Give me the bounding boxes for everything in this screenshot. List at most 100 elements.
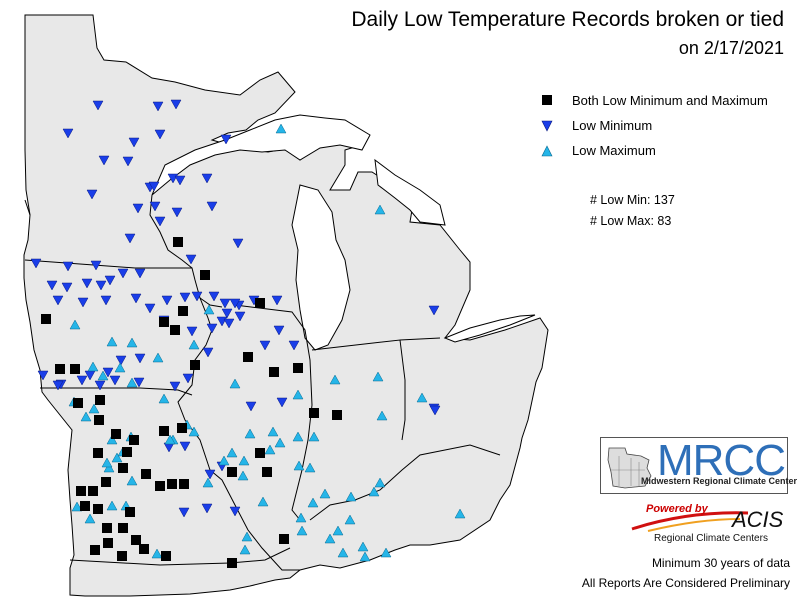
low-max-marker	[202, 477, 214, 488]
low-max-marker	[80, 411, 92, 422]
low-max-marker	[244, 428, 256, 439]
low-max-marker	[114, 362, 126, 373]
low-max-marker	[416, 392, 428, 403]
both-marker	[309, 408, 319, 418]
low-min-marker	[191, 291, 203, 302]
low-min-marker	[169, 381, 181, 392]
both-marker	[159, 317, 169, 327]
both-marker	[255, 448, 265, 458]
record-markers	[30, 99, 466, 568]
low-min-marker	[179, 441, 191, 452]
low-min-marker	[223, 318, 235, 329]
low-max-marker	[319, 488, 331, 499]
mrcc-logo-subtitle: Midwestern Regional Climate Center	[641, 476, 798, 486]
low-min-count: # Low Min: 137	[590, 193, 675, 207]
low-min-marker	[186, 326, 198, 337]
low-min-marker	[115, 355, 127, 366]
both-marker	[102, 523, 112, 533]
low-max-marker	[332, 525, 344, 536]
low-max-marker	[101, 457, 113, 468]
low-min-marker	[149, 201, 161, 212]
low-min-marker	[232, 238, 244, 249]
low-max-marker	[203, 304, 215, 315]
lake-erie	[443, 314, 536, 343]
low-max-marker	[359, 551, 371, 562]
low-min-marker	[62, 128, 74, 139]
low-min-marker	[154, 129, 166, 140]
low-min-marker	[276, 397, 288, 408]
low-max-marker	[188, 339, 200, 350]
low-max-marker	[106, 500, 118, 511]
both-marker	[200, 270, 210, 280]
low-min-marker	[152, 101, 164, 112]
square-icon	[542, 94, 552, 105]
both-marker	[190, 360, 200, 370]
map-subtitle: on 2/17/2021	[678, 38, 784, 58]
low-max-marker	[241, 531, 253, 542]
both-marker	[167, 479, 177, 489]
low-min-marker	[144, 303, 156, 314]
both-marker	[125, 507, 135, 517]
low-min-marker	[204, 469, 216, 480]
low-min-marker	[133, 377, 145, 388]
low-min-marker	[92, 100, 104, 111]
low-min-marker	[154, 216, 166, 227]
both-marker	[269, 367, 279, 377]
low-max-count: # Low Max: 83	[590, 214, 672, 228]
footer-note-min-years: Minimum 30 years of data	[651, 556, 790, 570]
low-max-marker	[87, 361, 99, 372]
both-marker	[90, 545, 100, 555]
low-max-marker	[374, 477, 386, 488]
low-min-marker	[221, 308, 233, 319]
low-min-marker	[201, 173, 213, 184]
low-min-marker	[77, 297, 89, 308]
low-min-marker	[428, 305, 440, 316]
map-title: Daily Low Temperature Records broken or …	[351, 8, 784, 31]
low-max-marker	[267, 426, 279, 437]
both-marker	[101, 477, 111, 487]
low-max-marker	[69, 319, 81, 330]
low-min-marker	[100, 295, 112, 306]
both-marker	[179, 479, 189, 489]
low-min-marker	[161, 295, 173, 306]
legend-label-both: Both Low Minimum and Maximum	[572, 93, 768, 108]
low-min-marker	[201, 503, 213, 514]
low-min-marker	[234, 311, 246, 322]
low-max-marker	[103, 462, 115, 473]
low-max-marker	[307, 497, 319, 508]
low-min-marker	[219, 298, 231, 309]
low-min-marker	[37, 370, 49, 381]
low-max-marker	[293, 460, 305, 471]
both-marker	[279, 534, 289, 544]
low-max-marker	[229, 378, 241, 389]
low-max-marker	[454, 508, 466, 519]
low-max-marker	[274, 437, 286, 448]
low-min-marker	[202, 347, 214, 358]
both-marker	[103, 538, 113, 548]
both-marker	[93, 504, 103, 514]
acis-logo: Powered by ACIS Regional Climate Centers	[628, 503, 788, 549]
low-min-marker	[62, 261, 74, 272]
mrcc-logo-text: MRCC	[657, 436, 786, 485]
both-marker	[227, 558, 237, 568]
low-max-marker	[239, 544, 251, 555]
triangle-up-icon	[541, 144, 553, 156]
low-max-marker	[106, 434, 118, 445]
both-marker	[141, 469, 151, 479]
low-min-marker	[81, 278, 93, 289]
low-max-marker	[97, 370, 109, 381]
low-min-marker	[128, 137, 140, 148]
legend: Both Low Minimum and Maximum Low Minimum…	[540, 88, 768, 163]
both-marker	[243, 352, 253, 362]
both-marker	[262, 467, 272, 477]
low-min-marker	[130, 293, 142, 304]
low-min-marker	[132, 203, 144, 214]
low-min-marker	[52, 295, 64, 306]
legend-label-low-max: Low Maximum	[572, 143, 656, 158]
low-max-marker	[344, 514, 356, 525]
low-min-marker	[76, 375, 88, 386]
low-max-marker	[218, 455, 230, 466]
low-min-marker	[117, 268, 129, 279]
low-min-marker	[134, 353, 146, 364]
both-marker	[73, 398, 83, 408]
